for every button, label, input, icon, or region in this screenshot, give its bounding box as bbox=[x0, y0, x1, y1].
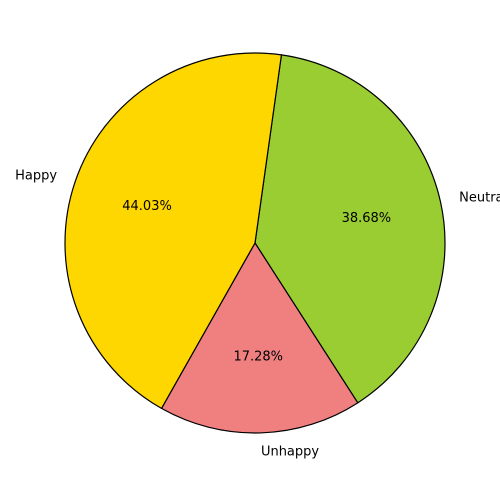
slice-percent-label-neutral: 38.68% bbox=[342, 211, 392, 226]
slice-percent-label-happy: 44.03% bbox=[122, 199, 172, 214]
slice-percent-label-unhappy: 17.28% bbox=[233, 349, 283, 364]
slice-category-label-happy: Happy bbox=[15, 168, 57, 183]
slice-category-label-unhappy: Unhappy bbox=[261, 444, 319, 459]
pie-slice-unhappy bbox=[160, 242, 359, 434]
pie-slice-happy bbox=[64, 52, 283, 410]
slice-category-label-neutral: Neutral bbox=[459, 191, 500, 206]
